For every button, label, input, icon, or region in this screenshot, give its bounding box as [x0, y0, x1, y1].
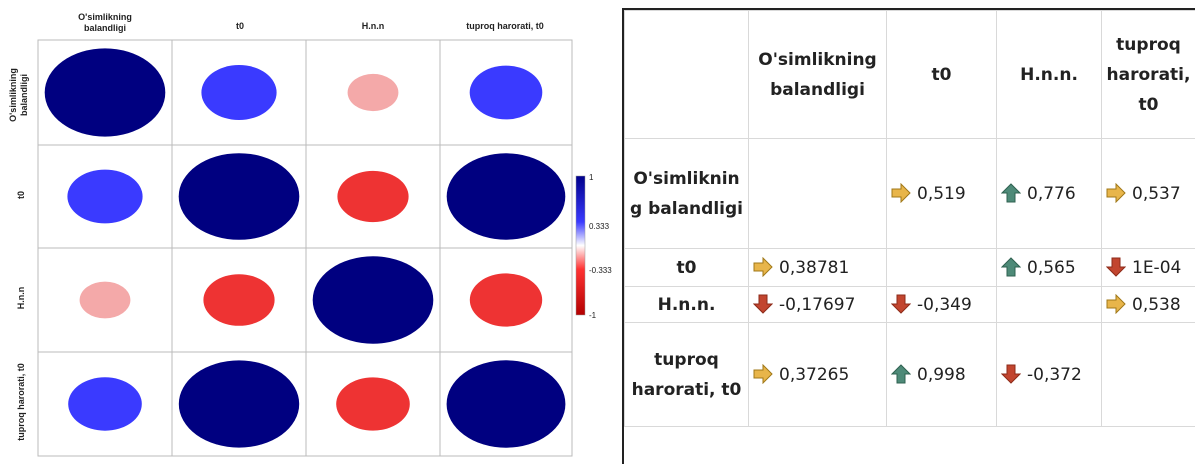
matrix-circle-r1-c1	[44, 48, 166, 137]
colorbar-tick-0333: 0.333	[589, 222, 610, 231]
row-header: tuproq harorati, t0	[624, 322, 749, 427]
table-row: tuproq harorati, t0 0,37265 0,998 -0,372	[624, 322, 1195, 427]
down-arrow-icon	[1106, 257, 1126, 277]
table-cell: 0,537	[1101, 138, 1195, 249]
correlation-table-panel: O'simlikning balandligi t0 H.n.n. tuproq ha…	[622, 8, 1195, 464]
cell-value: 0,37265	[779, 365, 850, 385]
column-label-2: t0	[236, 21, 244, 31]
table-cell	[996, 286, 1102, 323]
row-label-4: tuproq harorati, t0	[16, 363, 26, 441]
up-arrow-icon	[891, 364, 911, 384]
colorbar-gradient	[575, 175, 586, 316]
matrix-circle-r1-c2	[201, 65, 277, 120]
row-label-2: t0	[16, 191, 26, 199]
table-cell: 0,38781	[748, 248, 887, 287]
column-header: tuproq harorati, t0	[1101, 10, 1195, 139]
cell-value: 0,538	[1132, 295, 1181, 315]
matrix-circle-r4-c1	[68, 377, 142, 431]
column-label-4: tuproq harorati, t0	[466, 21, 544, 31]
column-label-1-line-2: balandligi	[84, 23, 126, 33]
table-row: H.n.n. -0,17697 -0,349 0,538	[624, 286, 1195, 323]
table-cell: 1E-04	[1101, 248, 1195, 287]
column-header: t0	[886, 10, 997, 139]
matrix-circle-r2-c3	[337, 170, 409, 223]
up-arrow-icon	[1001, 183, 1021, 203]
colorbar: 1 0.333 -0.333 -1	[575, 173, 612, 320]
down-arrow-icon	[753, 294, 773, 314]
column-labels: O'simlikning balandligi t0 H.n.n tuproq …	[78, 12, 544, 33]
table-row: O'simliknin g balandligi 0,519 0,776 0,537	[624, 138, 1195, 249]
down-arrow-icon	[1001, 364, 1021, 384]
column-label-3: H.n.n	[362, 21, 385, 31]
cell-value: 0,519	[917, 184, 966, 204]
table-cell: -0,372	[996, 322, 1102, 427]
table-cell: 0,519	[886, 138, 997, 249]
up-arrow-icon	[1001, 257, 1021, 277]
column-header: O'simlikning balandligi	[748, 10, 887, 139]
right-arrow-icon	[1106, 183, 1126, 203]
cell-value: 1E-04	[1132, 258, 1182, 278]
matrix-circle-r1-c3	[347, 73, 399, 112]
table-cell: -0,17697	[748, 286, 887, 323]
cell-value: -0,372	[1027, 365, 1082, 385]
correlation-matrix-chart: O'simlikning balandligi t0 H.n.n tuproq …	[8, 12, 612, 457]
table-cell: 0,37265	[748, 322, 887, 427]
table-cell: -0,349	[886, 286, 997, 323]
cell-value: 0,537	[1132, 184, 1181, 204]
matrix-grid	[37, 39, 573, 457]
row-header: t0	[624, 248, 749, 287]
matrix-circle-r4-c3	[336, 377, 410, 431]
cell-value: 0,776	[1027, 184, 1076, 204]
table-cell: 0,538	[1101, 286, 1195, 323]
right-arrow-icon	[753, 364, 773, 384]
row-label-1-line-1: O'simlikning	[8, 68, 18, 122]
table-cell	[748, 138, 887, 249]
table-cell: 0,998	[886, 322, 997, 427]
table-cell	[1101, 322, 1195, 427]
matrix-circle-r3-c4	[469, 273, 543, 327]
row-labels: O'simlikning balandligi t0 H.n.n tuproq …	[8, 68, 29, 441]
right-arrow-icon	[753, 257, 773, 277]
cell-value: 0,38781	[779, 258, 850, 278]
colorbar-tick-neg0333: -0.333	[589, 266, 612, 275]
matrix-circle-r1-c4	[469, 65, 543, 120]
row-header: H.n.n.	[624, 286, 749, 323]
matrix-circle-r3-c3	[312, 256, 434, 344]
row-header: O'simliknin g balandligi	[624, 138, 749, 249]
matrix-circles	[44, 48, 566, 448]
matrix-circle-r4-c2	[178, 360, 300, 448]
column-header: H.n.n.	[996, 10, 1102, 139]
table-cell	[886, 248, 997, 287]
cell-value: -0,17697	[779, 295, 856, 315]
colorbar-tick-neg1: -1	[589, 311, 597, 320]
cell-value: -0,349	[917, 295, 972, 315]
column-label-1-line-1: O'simlikning	[78, 12, 132, 22]
table-row: t0 0,38781 0,565 1E-04	[624, 248, 1195, 287]
down-arrow-icon	[891, 294, 911, 314]
matrix-circle-r3-c2	[203, 274, 275, 326]
colorbar-tick-1: 1	[589, 173, 594, 182]
table-cell: 0,565	[996, 248, 1102, 287]
right-arrow-icon	[1106, 294, 1126, 314]
row-label-3: H.n.n	[16, 287, 26, 310]
table-header-row: O'simlikning balandligi t0 H.n.n. tuproq ha…	[624, 10, 1195, 139]
cell-value: 0,998	[917, 365, 966, 385]
matrix-circle-r2-c1	[67, 169, 143, 224]
matrix-circle-r2-c4	[446, 153, 566, 240]
table-cell: 0,776	[996, 138, 1102, 249]
row-label-1-line-2: balandligi	[19, 74, 29, 116]
column-header	[624, 10, 749, 139]
matrix-circle-r3-c1	[79, 281, 131, 319]
right-arrow-icon	[891, 183, 911, 203]
correlation-table: O'simlikning balandligi t0 H.n.n. tuproq ha…	[624, 10, 1195, 427]
matrix-circle-r4-c4	[446, 360, 566, 448]
cell-value: 0,565	[1027, 258, 1076, 278]
matrix-circle-r2-c2	[178, 153, 300, 240]
